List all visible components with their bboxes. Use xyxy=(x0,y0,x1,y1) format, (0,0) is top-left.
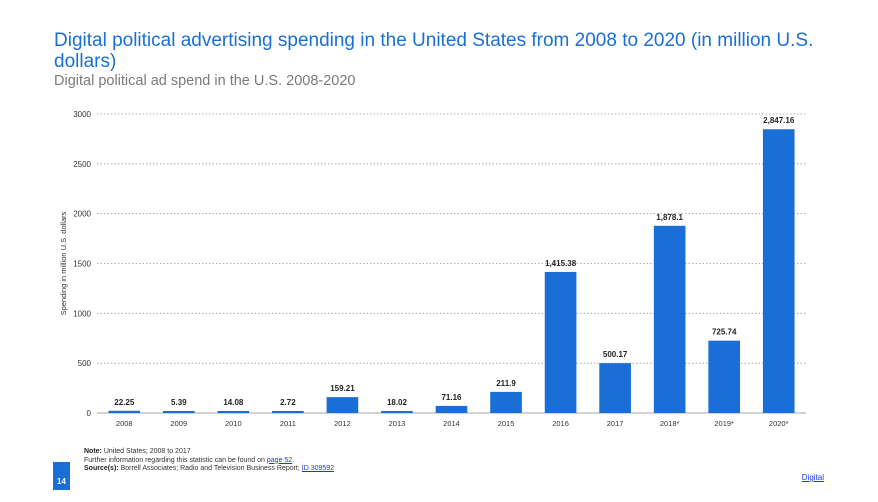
chart-subtitle: Digital political ad spend in the U.S. 2… xyxy=(54,73,356,89)
x-tick-label: 2019* xyxy=(714,419,734,428)
bar-2012 xyxy=(326,397,359,413)
y-tick-label: 1500 xyxy=(73,260,91,269)
x-tick-label: 2012 xyxy=(334,419,351,428)
data-label: 22.25 xyxy=(114,398,135,407)
chart-title: Digital political advertising spending i… xyxy=(54,30,814,72)
bar-2013 xyxy=(381,411,413,413)
x-tick-label: 2009 xyxy=(170,419,187,428)
bar-2008 xyxy=(108,410,141,413)
x-tick-label: 2015 xyxy=(498,419,515,428)
notes-block: Note: United States; 2008 to 2017 Furthe… xyxy=(84,448,335,473)
bar-2014 xyxy=(435,405,468,413)
further-info-text: Further information regarding this stati… xyxy=(84,456,265,464)
data-label: 1,415.38 xyxy=(545,259,577,268)
y-axis-label: Spending in million U.S. dollars xyxy=(59,211,68,315)
source-id-link[interactable]: ID 309592 xyxy=(301,465,335,473)
y-tick-label: 0 xyxy=(87,409,92,418)
x-tick-label: 2020* xyxy=(769,419,789,428)
y-tick-label: 2000 xyxy=(73,210,91,219)
data-label: 500.17 xyxy=(603,350,628,359)
x-tick-label: 2008 xyxy=(116,419,133,428)
bar-2016 xyxy=(544,271,577,413)
data-label: 211.9 xyxy=(496,379,516,388)
data-label: 2.72 xyxy=(280,398,296,407)
source-label: Source(s): xyxy=(84,465,119,473)
page-number-badge: 14 xyxy=(53,462,70,490)
note-text: United States; 2008 to 2017 xyxy=(103,448,191,455)
x-tick-label: 2013 xyxy=(389,419,406,428)
x-tick-label: 2010 xyxy=(225,419,242,428)
bar-2011 xyxy=(272,411,304,413)
bar-2010 xyxy=(217,411,250,413)
y-tick-label: 3000 xyxy=(73,110,91,119)
data-label: 725.74 xyxy=(712,328,737,337)
x-tick-label: 2017 xyxy=(607,419,624,428)
data-label: 71.16 xyxy=(441,393,462,402)
x-tick-label: 2011 xyxy=(280,419,296,428)
data-label: 14.08 xyxy=(223,398,244,407)
bar-2019* xyxy=(708,340,741,413)
data-label: 18.02 xyxy=(387,398,408,407)
x-tick-label: 2014 xyxy=(443,419,460,428)
y-tick-label: 1000 xyxy=(73,309,91,318)
x-tick-label: 2016 xyxy=(552,419,569,428)
bar-2009 xyxy=(162,411,195,413)
note-label: Note: xyxy=(84,448,102,455)
y-tick-label: 2500 xyxy=(73,160,91,169)
bar-2020* xyxy=(762,129,795,414)
data-label: 2,847.16 xyxy=(763,116,795,125)
bar-2018* xyxy=(653,225,686,413)
page-link[interactable]: page 52 xyxy=(266,456,293,464)
footer-digital-link[interactable]: Digital xyxy=(801,473,824,482)
source-text: Borrell Associates; Radio and Television… xyxy=(120,465,300,473)
x-tick-label: 2018* xyxy=(660,419,680,428)
bar-2017 xyxy=(599,363,631,413)
bar-2015 xyxy=(490,391,522,413)
y-tick-label: 500 xyxy=(78,359,92,368)
data-label: 1,878.1 xyxy=(656,213,683,222)
data-label: 159.21 xyxy=(330,384,355,393)
data-label: 5.39 xyxy=(171,398,187,407)
